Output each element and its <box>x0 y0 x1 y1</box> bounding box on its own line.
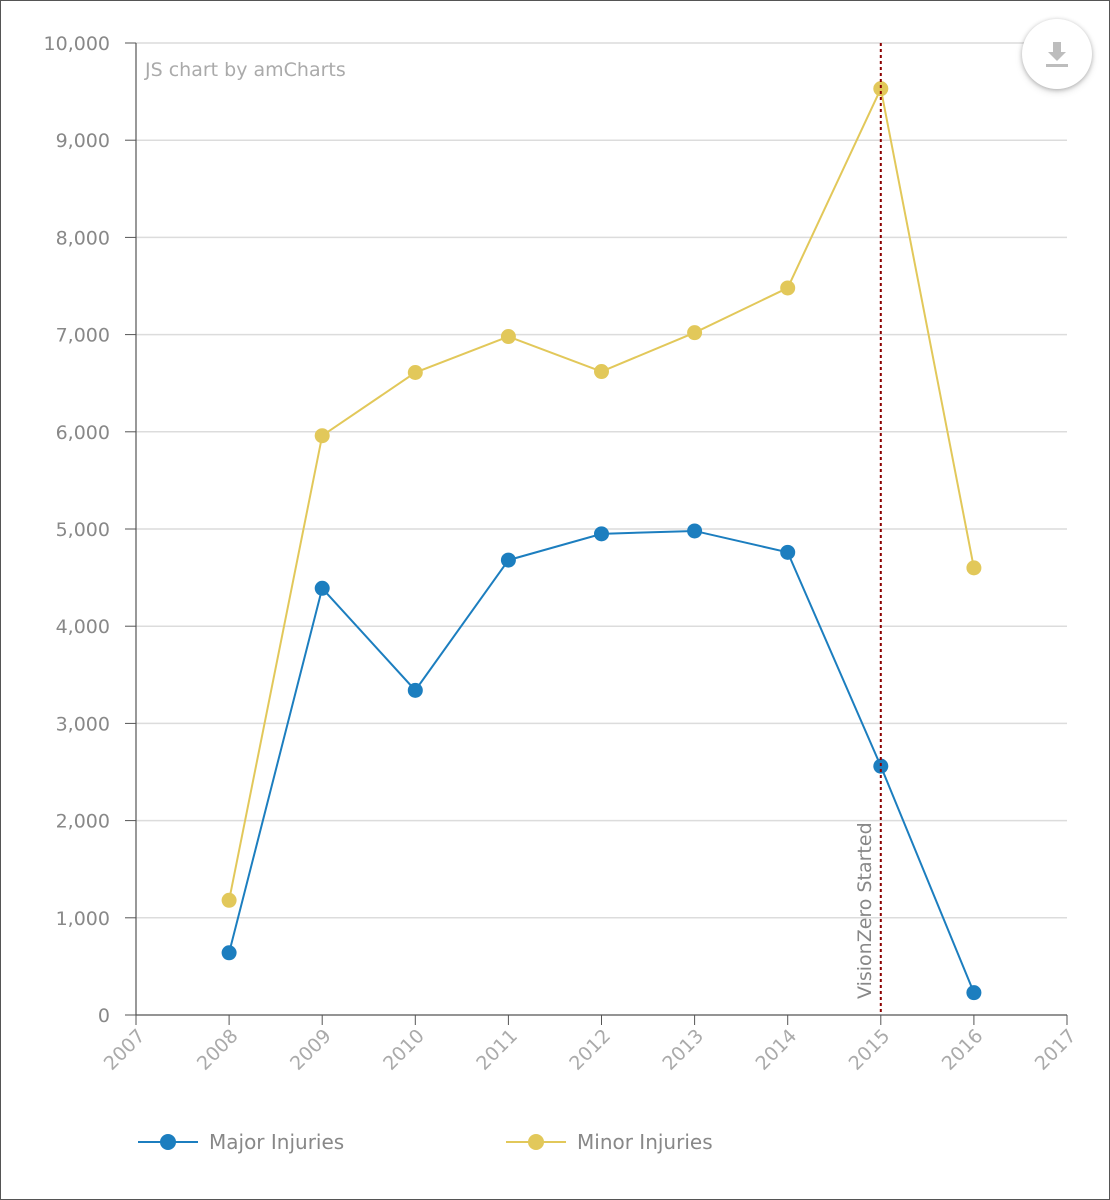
y-tick-label: 3,000 <box>56 713 110 735</box>
data-point[interactable] <box>687 523 703 539</box>
y-tick-label: 9,000 <box>56 130 110 152</box>
data-point[interactable] <box>873 758 889 774</box>
x-tick-label: 2013 <box>658 1025 708 1075</box>
grid-lines <box>136 42 1067 919</box>
y-tick-label: 0 <box>98 1005 110 1027</box>
download-icon <box>1046 42 1068 67</box>
data-point[interactable] <box>966 560 982 576</box>
guide-label: VisionZero Started <box>854 822 876 999</box>
y-tick-label: 7,000 <box>56 325 110 347</box>
series-major-injuries <box>221 523 982 1001</box>
series-line <box>228 85 975 901</box>
chart-credit[interactable]: JS chart by amCharts <box>144 59 346 81</box>
legend-label: Major Injuries <box>209 1130 344 1154</box>
data-point[interactable] <box>780 544 796 560</box>
data-point[interactable] <box>966 985 982 1001</box>
x-tick-label: 2016 <box>938 1025 988 1075</box>
x-axis: 2007 2008 2009 2010 2011 2012 2013 2014 2015 2016… <box>100 1014 1081 1075</box>
y-axis: 0 1,000 2,000 3,000 4,000 5,000 6,000 7,000 8,00… <box>44 33 137 1027</box>
y-tick-label: 8,000 <box>56 227 110 249</box>
legend-marker <box>528 1134 544 1150</box>
legend-item[interactable]: Major Injuries <box>138 1130 344 1154</box>
legend-label: Minor Injuries <box>577 1130 713 1154</box>
series-minor-injuries <box>221 81 982 908</box>
data-point[interactable] <box>221 892 237 908</box>
data-point[interactable] <box>500 552 516 568</box>
x-tick-label: 2014 <box>751 1025 801 1075</box>
x-tick-label: 2012 <box>565 1025 615 1075</box>
y-tick-label: 10,000 <box>44 33 110 55</box>
y-tick-label: 4,000 <box>56 616 110 638</box>
y-tick-label: 6,000 <box>56 422 110 444</box>
data-point[interactable] <box>221 945 237 961</box>
x-tick-label: 2017 <box>1031 1025 1081 1075</box>
data-point[interactable] <box>314 428 330 444</box>
download-button[interactable] <box>1022 19 1092 89</box>
data-point[interactable] <box>314 580 330 596</box>
data-point[interactable] <box>687 325 703 341</box>
legend-item[interactable]: Minor Injuries <box>506 1130 713 1154</box>
x-tick-label: 2009 <box>286 1025 336 1075</box>
data-point[interactable] <box>780 280 796 296</box>
x-tick-label: 2010 <box>379 1025 429 1075</box>
guide-layer: VisionZero Started <box>854 43 882 1015</box>
data-point[interactable] <box>407 682 423 698</box>
legend: Major Injuries Minor Injuries <box>138 1130 713 1154</box>
data-point[interactable] <box>873 81 889 97</box>
x-tick-label: 2015 <box>845 1025 895 1075</box>
y-tick-label: 5,000 <box>56 519 110 541</box>
data-point[interactable] <box>594 364 609 380</box>
x-tick-label: 2007 <box>100 1025 150 1075</box>
series-layer <box>221 81 982 1001</box>
legend-marker <box>160 1134 176 1150</box>
x-tick-label: 2011 <box>472 1025 522 1075</box>
data-point[interactable] <box>500 329 516 345</box>
x-tick-label: 2008 <box>193 1025 243 1075</box>
data-point[interactable] <box>594 526 609 542</box>
y-tick-label: 1,000 <box>56 908 110 930</box>
y-tick-label: 2,000 <box>56 811 110 833</box>
data-point[interactable] <box>407 365 423 381</box>
